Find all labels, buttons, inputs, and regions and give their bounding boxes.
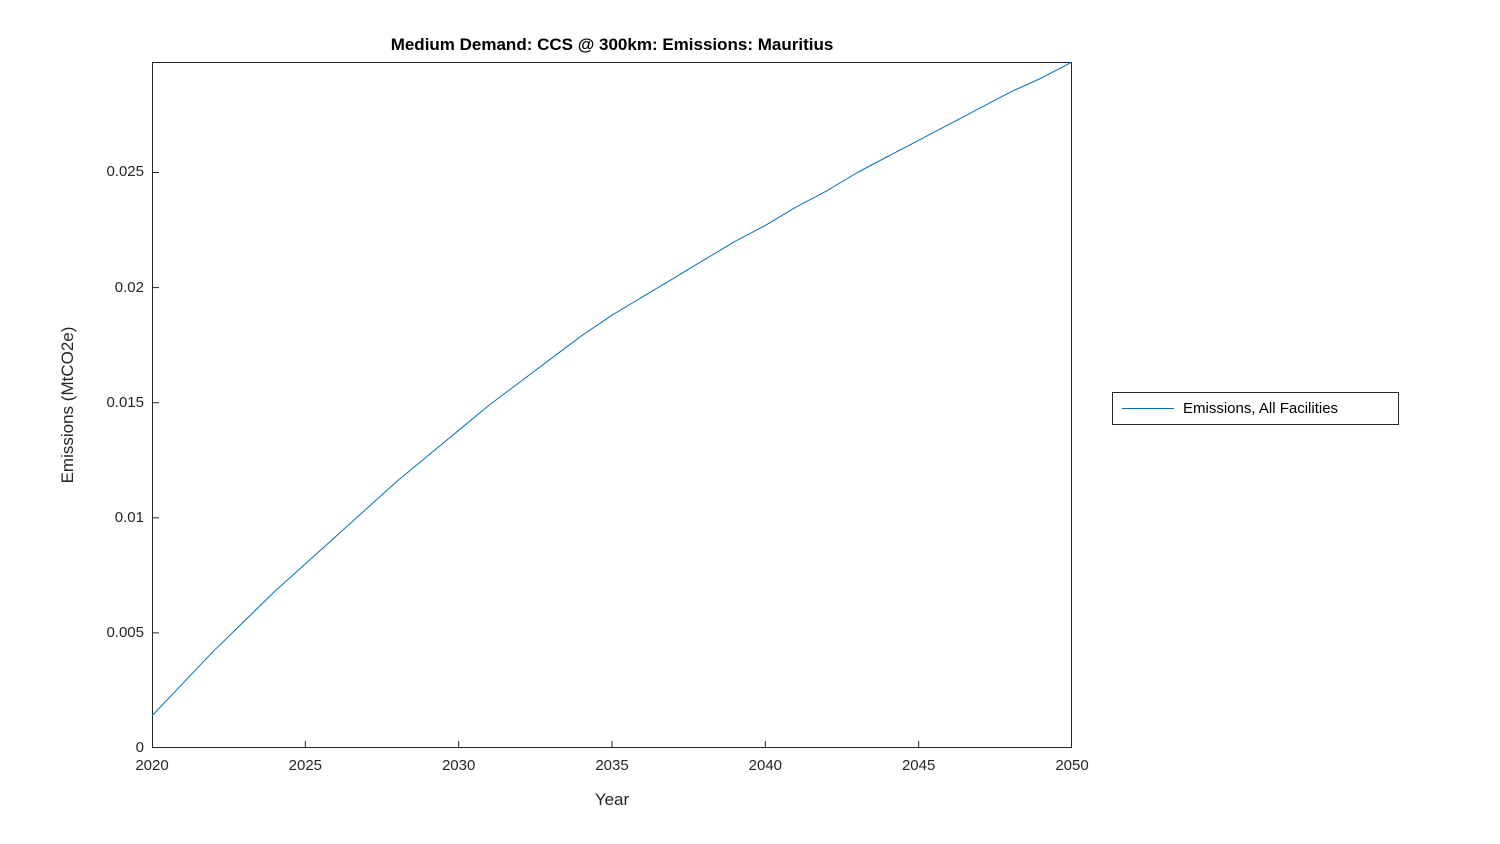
- y-tick-label: 0: [135, 739, 144, 756]
- x-tick-label: 2030: [441, 757, 476, 774]
- y-tick-label: 0.005: [106, 623, 144, 641]
- x-tick-label: 2020: [135, 757, 169, 774]
- chart-title: Medium Demand: CCS @ 300km: Emissions: M…: [390, 35, 834, 54]
- x-tick-label: 2045: [901, 757, 936, 774]
- x-tick-label: 2040: [748, 757, 783, 774]
- x-tick-label: 2025: [288, 757, 323, 774]
- x-axis-label: Year: [594, 790, 630, 809]
- emissions-line: [152, 62, 1072, 717]
- legend-entry-label: Emissions, All Facilities: [1183, 400, 1339, 417]
- y-tick-label: 0.025: [106, 163, 144, 181]
- axes-box: [152, 62, 1072, 748]
- y-tick-label: 0.015: [106, 393, 144, 411]
- plot-area: [152, 62, 1072, 748]
- x-tick-label: 2035: [595, 757, 629, 774]
- x-tick-label: 2050: [1055, 757, 1089, 774]
- y-tick-label: 0.02: [114, 278, 144, 296]
- legend: Emissions, All Facilities: [1112, 392, 1399, 425]
- y-tick-label: 0.01: [114, 508, 144, 526]
- legend-line-sample-icon: [1122, 408, 1174, 409]
